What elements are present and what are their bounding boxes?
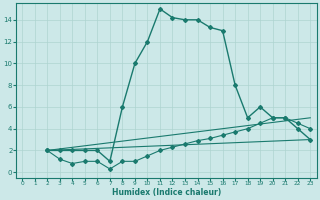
X-axis label: Humidex (Indice chaleur): Humidex (Indice chaleur): [112, 188, 221, 197]
